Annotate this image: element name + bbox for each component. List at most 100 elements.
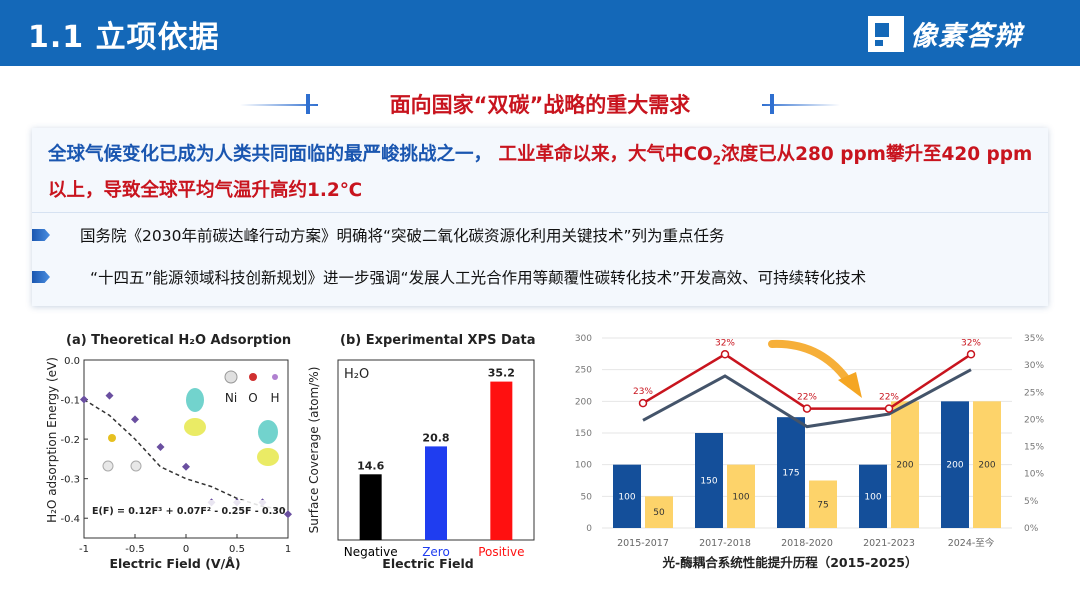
bar bbox=[645, 496, 673, 528]
line-point bbox=[884, 404, 894, 413]
chart-a-title: (a) Theoretical H₂O Adsorption bbox=[66, 333, 291, 348]
summary-text-red-2: 浓度已从280 ppm攀升至420 ppm以上，导致全球平均气温升高约1.2℃ bbox=[48, 144, 1033, 201]
summary-text-red-1: 工业革命以来，大气中CO bbox=[498, 144, 713, 165]
data-point bbox=[131, 415, 139, 424]
bar-value-label: 75 bbox=[817, 500, 828, 510]
data-point bbox=[105, 391, 114, 400]
trend-arrow-icon bbox=[768, 339, 854, 388]
summary-text: 全球气候变化已成为人类共同面临的最严峻挑战之一， 工业革命以来，大气中CO2浓度… bbox=[48, 140, 1038, 206]
bar bbox=[695, 433, 723, 528]
line-value-label: 32% bbox=[715, 338, 735, 348]
category-label: 2021-2023 bbox=[863, 538, 915, 549]
bar bbox=[973, 401, 1001, 528]
adsorption-chart: (a) Theoretical H₂O Adsorption Electric … bbox=[45, 333, 292, 571]
bar bbox=[941, 401, 969, 528]
y-tick-label: 50 bbox=[581, 492, 593, 502]
category-label: Negative bbox=[344, 545, 398, 559]
bar-value-label: 14.6 bbox=[357, 459, 384, 472]
bar bbox=[727, 464, 755, 528]
y2-tick-label: 15% bbox=[1024, 443, 1044, 453]
divider-right bbox=[762, 104, 840, 106]
y-tick-label: 100 bbox=[575, 461, 592, 471]
data-point bbox=[284, 510, 292, 519]
divider bbox=[32, 212, 1048, 213]
data-point bbox=[182, 462, 190, 471]
line-value-label: 32% bbox=[961, 338, 981, 348]
page-title: 1.1 立项依据 bbox=[28, 20, 220, 55]
y2-tick-label: 5% bbox=[1024, 497, 1039, 507]
category-label: Zero bbox=[422, 545, 450, 559]
y-tick-label: 0.0 bbox=[64, 356, 80, 367]
bar bbox=[809, 480, 837, 528]
logo-text: 像素答辩 bbox=[910, 21, 1022, 52]
y-tick-label: 300 bbox=[575, 334, 592, 344]
y2-tick-label: 20% bbox=[1024, 415, 1044, 425]
y-tick-label: 150 bbox=[575, 429, 592, 439]
y2-tick-label: 35% bbox=[1024, 334, 1044, 344]
headline-text: 面向国家“双碳”战略的重大需求 bbox=[389, 93, 691, 117]
bar-value-label: 20.8 bbox=[422, 431, 449, 444]
y2-tick-label: 0% bbox=[1024, 524, 1039, 534]
bullet-text: “十四五”能源领域科技创新规划》进一步强调“发展人工光合作用等颠覆性碳转化技术”… bbox=[90, 269, 867, 287]
x-tick-label: -0.5 bbox=[125, 544, 145, 555]
x-tick-label: 0 bbox=[183, 544, 189, 555]
chart-a-ylabel: H₂O adsorption Energy (eV) bbox=[45, 357, 59, 523]
summary-text-red-sub: 2 bbox=[712, 153, 722, 168]
bar-value-label: 200 bbox=[896, 461, 913, 471]
y-tick-label: -0.3 bbox=[60, 475, 80, 486]
bar-value-label: 35.2 bbox=[488, 367, 515, 380]
y2-tick-label: 10% bbox=[1024, 470, 1044, 480]
trend-arrow-head-icon bbox=[838, 372, 862, 398]
chart-b-xlabel: Electric Field bbox=[382, 556, 473, 571]
bar bbox=[777, 417, 805, 528]
line-value-label: 22% bbox=[797, 393, 817, 403]
legend-o: O bbox=[248, 391, 257, 405]
legend-ni: Ni bbox=[225, 391, 237, 405]
performance-chart: 0 50 100 150 200 250 300 0% 5% 10% 15% 20% 25% 30% 35%… bbox=[575, 334, 1045, 570]
y-tick-label: 0 bbox=[586, 524, 592, 534]
bar bbox=[891, 401, 919, 528]
y-tick-label: 250 bbox=[575, 366, 592, 376]
category-label: 2015-2017 bbox=[617, 538, 669, 549]
bar-value-label: 50 bbox=[653, 508, 665, 518]
y-tick-label: -0.2 bbox=[60, 435, 80, 446]
category-label: 2018-2020 bbox=[781, 538, 833, 549]
chart-c-title: 光-酶耦合系统性能提升历程（2015-2025） bbox=[662, 555, 918, 570]
hydrogen-atom-icon bbox=[272, 374, 278, 380]
x-tick-label: -1 bbox=[79, 544, 89, 555]
chart-b-annotation: H₂O bbox=[344, 367, 369, 382]
bar-value-label: 175 bbox=[782, 469, 799, 479]
summary-box: 全球气候变化已成为人类共同面临的最严峻挑战之一， 工业革命以来，大气中CO2浓度… bbox=[32, 128, 1048, 306]
category-label: 2017-2018 bbox=[699, 538, 751, 549]
divider-left bbox=[240, 104, 318, 106]
bar bbox=[613, 464, 641, 528]
header-bar: 1.1 立项依据 像素答辩 bbox=[0, 0, 1080, 66]
arrow-icon bbox=[32, 229, 50, 241]
bar-value-label: 200 bbox=[978, 461, 995, 471]
category-label: Positive bbox=[478, 545, 524, 559]
summary-text-blue: 全球气候变化已成为人类共同面临的最严峻挑战之一， bbox=[48, 144, 493, 165]
line-point bbox=[966, 350, 976, 359]
y-tick-label: -0.1 bbox=[60, 396, 80, 407]
chart-a-xlabel: Electric Field (V/Å) bbox=[109, 556, 240, 571]
category-label: 2024-至今 bbox=[948, 537, 995, 549]
x-tick-label: 0.5 bbox=[229, 544, 245, 555]
bar bbox=[425, 446, 447, 540]
trend-line-grey bbox=[642, 368, 972, 429]
bar bbox=[359, 474, 382, 540]
line-point bbox=[638, 398, 648, 408]
chart-b-title: (b) Experimental XPS Data bbox=[340, 333, 536, 348]
logo-icon bbox=[868, 15, 904, 52]
line-point bbox=[802, 404, 812, 413]
y-tick-label: -0.4 bbox=[60, 514, 80, 525]
legend-h: H bbox=[270, 391, 279, 405]
bar bbox=[490, 381, 513, 540]
data-point bbox=[80, 395, 88, 404]
line-point bbox=[720, 350, 730, 359]
section-headline: 面向国家“双碳”战略的重大需求 bbox=[240, 86, 840, 122]
xps-chart: (b) Experimental XPS Data Electric Field… bbox=[307, 333, 536, 571]
arrow-icon bbox=[32, 271, 50, 283]
bar-value-label: 100 bbox=[864, 492, 881, 502]
bar bbox=[859, 464, 887, 528]
brand-logo: 像素答辩 bbox=[868, 14, 1022, 53]
